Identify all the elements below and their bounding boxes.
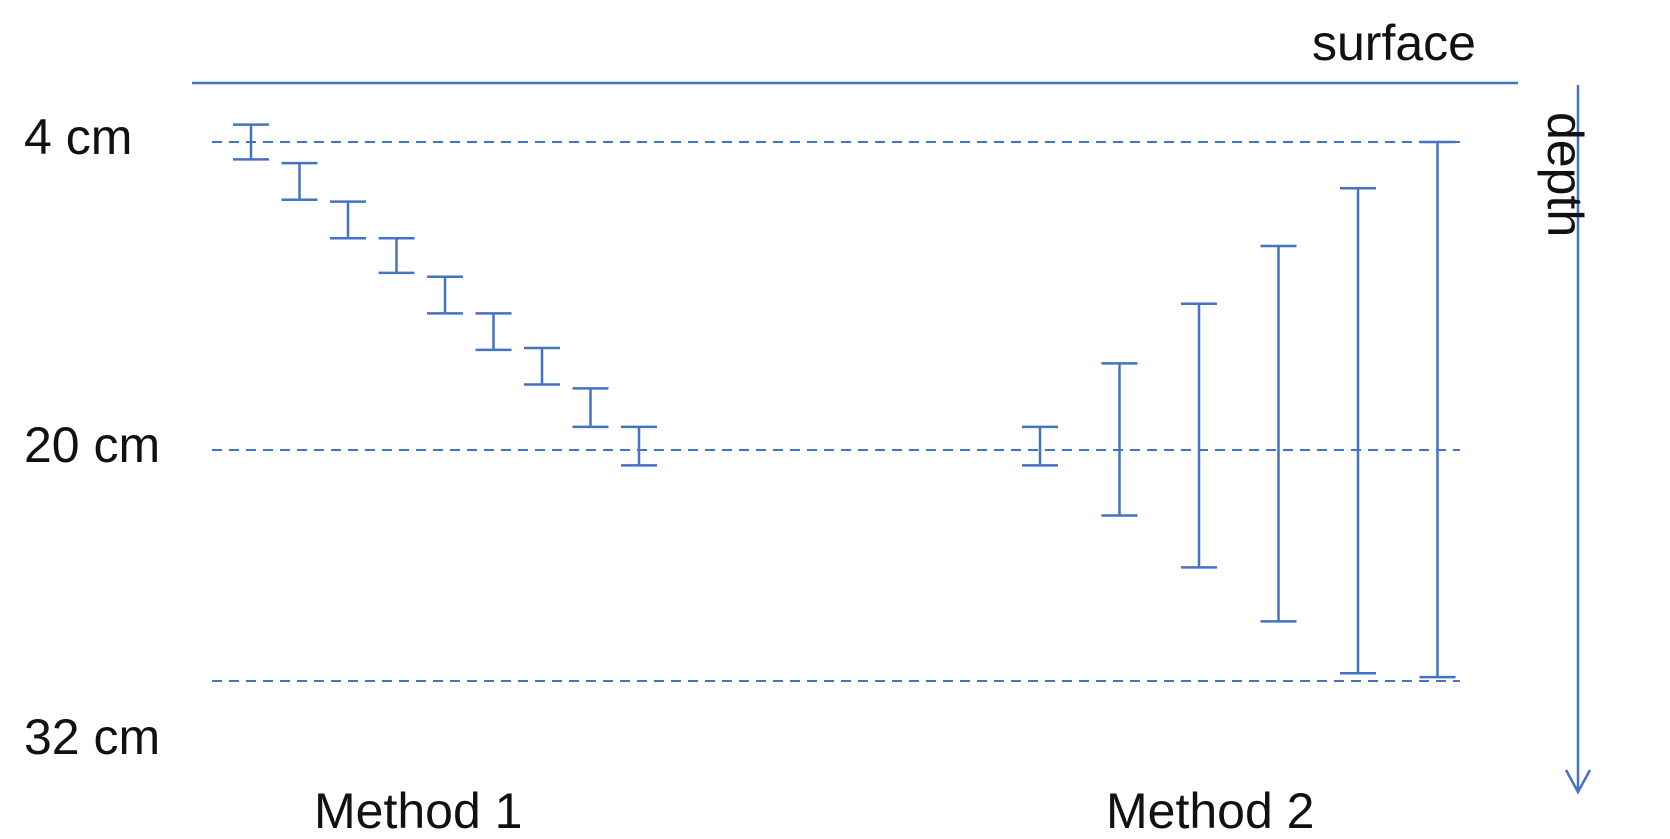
method2-error-bars [1022, 140, 1456, 679]
method1-error-bar-2 [281, 161, 318, 201]
method1-error-bar-7 [524, 346, 560, 386]
method1-error-bars [233, 123, 657, 467]
method1-error-bar-4 [378, 237, 415, 275]
axes-layer [192, 81, 1592, 795]
depth-marker-4cm: 4 cm [24, 109, 133, 165]
depth-marker-20cm: 20 cm [24, 417, 161, 473]
depth-arrow-head [1564, 769, 1592, 795]
method2-error-bar-1 [1022, 425, 1058, 467]
method1-error-bar-6 [475, 312, 512, 352]
surface-label: surface [1312, 15, 1476, 71]
method1-label: Method 1 [314, 783, 523, 839]
method1-error-bar-3 [330, 200, 366, 240]
method1-error-bar-9 [621, 425, 657, 467]
method2-label: Method 2 [1106, 783, 1315, 839]
method2-error-bar-5 [1340, 186, 1376, 675]
method1-error-bar-5 [427, 275, 463, 315]
depth-axis-label: depth [1537, 112, 1593, 238]
method2-error-bar-6 [1419, 140, 1456, 679]
method2-error-bar-3 [1181, 302, 1217, 569]
method1-error-bar-1 [233, 123, 269, 161]
guides-layer [212, 141, 1460, 682]
method2-error-bar-4 [1260, 244, 1297, 623]
method1-error-bar-8 [572, 387, 609, 429]
method2-error-bar-2 [1101, 362, 1138, 517]
depth-marker-32cm: 32 cm [24, 709, 161, 765]
